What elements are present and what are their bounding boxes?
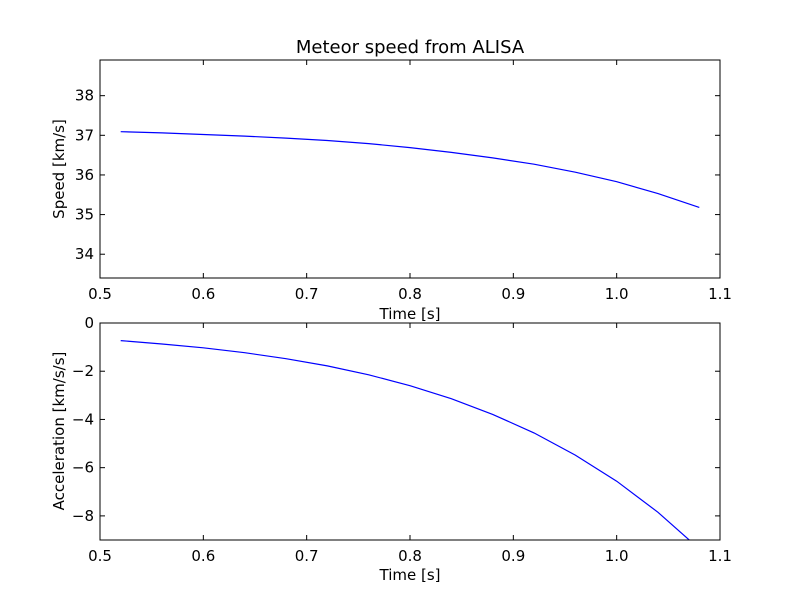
speed-x-tick-label: 1.0 <box>605 285 629 303</box>
acceleration-y-axis-label: Acceleration [km/s/s] <box>50 352 68 511</box>
speed-plot-area <box>120 131 700 208</box>
speed-x-tick-label: 1.1 <box>708 285 732 303</box>
acceleration-plot-area <box>120 340 691 540</box>
acceleration-x-tick-label: 1.1 <box>708 547 732 565</box>
acceleration-x-tick-label: 1.0 <box>605 547 629 565</box>
acceleration-y-tick-label: −4 <box>72 410 94 428</box>
acceleration-y-tick-label: −2 <box>72 362 94 380</box>
speed-y-tick-label: 34 <box>75 245 94 263</box>
chart-title: Meteor speed from ALISA <box>296 37 525 58</box>
acceleration-x-tick-label: 0.8 <box>398 547 422 565</box>
speed-y-tick-label: 35 <box>75 206 94 224</box>
speed-y-tick-label: 38 <box>75 87 94 105</box>
acceleration-y-tick-label: −8 <box>72 507 94 525</box>
acceleration-x-tick-label: 0.9 <box>501 547 525 565</box>
acceleration-x-axis-label: Time [s] <box>379 566 441 584</box>
acceleration-series-line <box>120 340 691 540</box>
acceleration-x-tick-label: 0.7 <box>295 547 319 565</box>
speed-x-tick-label: 0.9 <box>501 285 525 303</box>
speed-series-line <box>120 131 700 208</box>
speed-x-axis-label: Time [s] <box>379 305 441 323</box>
speed-x-tick-label: 0.7 <box>295 285 319 303</box>
speed-y-tick-label: 37 <box>75 126 94 144</box>
acceleration-chart: 0.5 0.6 0.7 0.8 0.9 1.0 1.10−2−4−6−8 Time [s] … <box>50 314 732 584</box>
acceleration-y-tick-label: 0 <box>84 314 94 332</box>
speed-x-tick-label: 0.5 <box>88 285 112 303</box>
speed-y-axis-label: Speed [km/s] <box>50 119 68 219</box>
acceleration-x-tick-label: 0.5 <box>88 547 112 565</box>
speed-x-tick-label: 0.8 <box>398 285 422 303</box>
acceleration-x-tick-label: 0.6 <box>191 547 215 565</box>
speed-chart: Meteor speed from ALISA 0.5 0.6 0.7 0.8 0.9 1… <box>50 37 732 323</box>
speed-x-tick-label: 0.6 <box>191 285 215 303</box>
acceleration-ticks: 0.5 0.6 0.7 0.8 0.9 1.0 1.1 0 −2 −4 −6 −8 <box>72 314 732 565</box>
speed-y-tick-label: 36 <box>75 166 94 184</box>
acceleration-y-tick-label: −6 <box>72 459 94 477</box>
speed-ticks: 0.5 0.6 0.7 0.8 0.9 1.0 1.1 34 35 36 37 38 <box>75 60 732 303</box>
